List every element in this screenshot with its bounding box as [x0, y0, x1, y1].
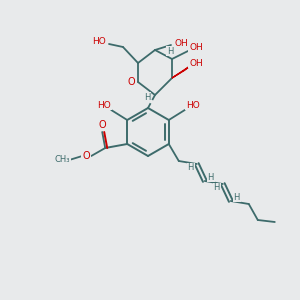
Polygon shape [172, 66, 190, 78]
Text: HO: HO [92, 37, 106, 46]
Text: H: H [214, 184, 220, 193]
Text: H: H [208, 172, 214, 182]
Text: HO: HO [97, 100, 111, 109]
Text: O: O [82, 151, 90, 161]
Text: OH: OH [174, 38, 188, 47]
Text: H: H [167, 46, 173, 56]
Text: H: H [234, 193, 240, 202]
Text: H: H [188, 164, 194, 172]
Text: HO: HO [186, 100, 200, 109]
Text: OH: OH [189, 58, 203, 68]
Text: CH₃: CH₃ [55, 154, 70, 164]
Text: O: O [127, 77, 135, 87]
Text: OH: OH [189, 44, 203, 52]
Text: O: O [98, 120, 106, 130]
Text: H: H [144, 92, 150, 101]
